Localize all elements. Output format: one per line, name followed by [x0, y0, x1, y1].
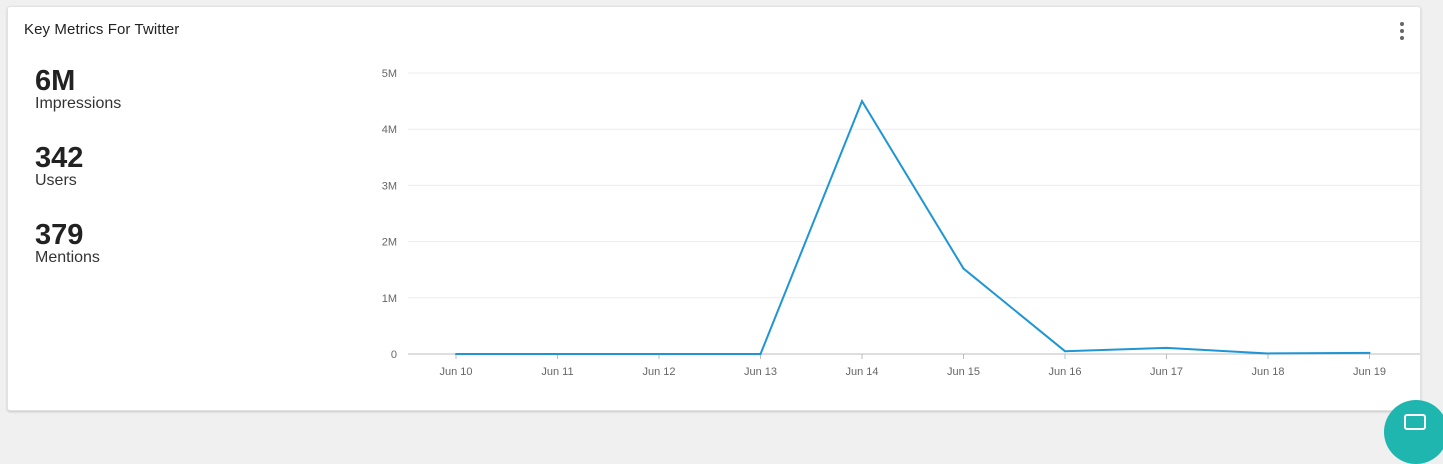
more-options-button[interactable]: [1391, 19, 1413, 43]
x-tick-label: Jun 11: [541, 366, 573, 378]
y-tick-label: 3M: [382, 180, 397, 192]
y-axis-ticks: 0 1M 2M 3M 4M 5M: [382, 68, 397, 361]
metric-impressions: 6M Impressions: [35, 65, 121, 113]
x-tick-label: Jun 18: [1251, 366, 1284, 378]
data-point: [861, 100, 863, 103]
data-point: [1368, 351, 1371, 354]
x-tick-label: Jun 13: [744, 366, 777, 378]
y-tick-label: 0: [391, 349, 397, 361]
more-vertical-icon-dot: [1400, 36, 1404, 40]
metric-label: Impressions: [35, 95, 122, 112]
metric-label: Users: [35, 172, 77, 189]
x-tick-label: Jun 14: [845, 366, 878, 378]
data-point: [1165, 346, 1168, 349]
chat-launcher-button[interactable]: [1384, 400, 1443, 464]
x-tick-label: Jun 17: [1150, 366, 1183, 378]
data-point: [962, 267, 965, 270]
x-tick-label: Jun 19: [1353, 366, 1386, 378]
chart-series: [455, 98, 1371, 355]
y-tick-label: 5M: [382, 68, 397, 80]
data-point: [1064, 350, 1066, 353]
data-point: [1267, 352, 1269, 355]
metric-mentions: 379 Mentions: [35, 219, 100, 267]
data-point: [455, 353, 457, 355]
x-tick-label: Jun 16: [1048, 366, 1081, 378]
metric-value: 6M: [35, 65, 76, 97]
metric-label: Mentions: [35, 249, 100, 266]
metric-users: 342 Users: [35, 142, 83, 190]
key-metrics-card: Key Metrics For Twitter 6M Impressions 3…: [7, 6, 1421, 411]
series-line: [456, 98, 1370, 355]
more-vertical-icon-dot: [1400, 29, 1404, 33]
card-title: Key Metrics For Twitter: [24, 21, 180, 38]
metric-value: 342: [35, 142, 84, 174]
more-vertical-icon: [1400, 22, 1404, 26]
metric-value: 379: [35, 219, 84, 251]
data-point: [658, 353, 660, 355]
chat-icon: [1404, 414, 1426, 430]
data-point: [556, 353, 559, 355]
data-point: [759, 353, 762, 355]
y-tick-label: 2M: [382, 237, 397, 249]
x-tick-label: Jun 10: [439, 366, 472, 378]
y-tick-label: 4M: [382, 124, 397, 136]
x-tick-label: Jun 12: [642, 366, 675, 378]
x-axis-ticks: Jun 10 Jun 11 Jun 12 Jun 13 Jun 14 Jun 15 Jun …: [439, 354, 1386, 378]
x-tick-label: Jun 15: [947, 366, 980, 378]
y-tick-label: 1M: [382, 293, 397, 305]
chart-grid: [408, 72, 1420, 355]
